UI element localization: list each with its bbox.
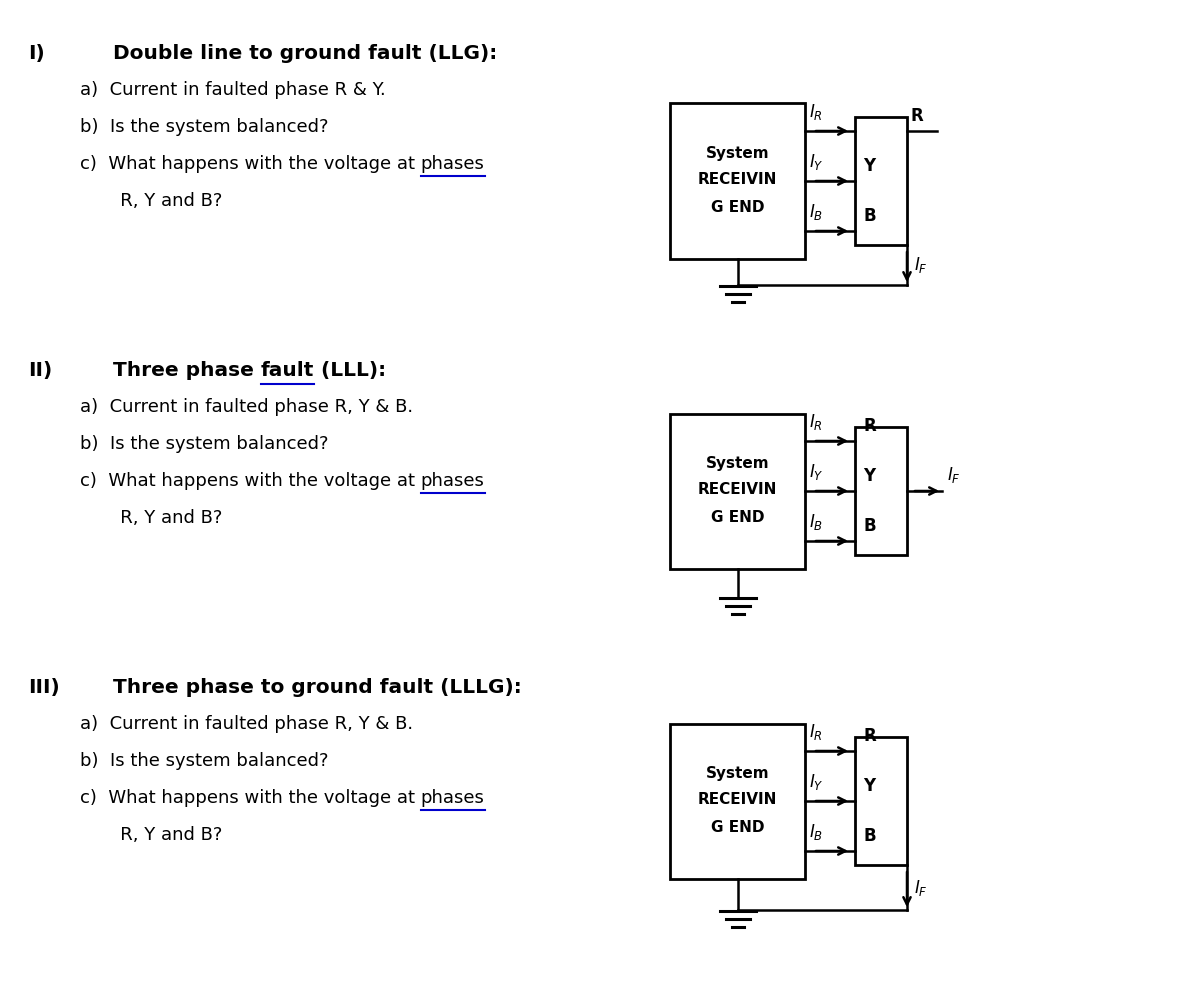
Text: a)  Current in faulted phase R, Y & B.: a) Current in faulted phase R, Y & B. xyxy=(80,715,413,733)
Text: Three phase to ground fault (LLLG):: Three phase to ground fault (LLLG): xyxy=(113,678,522,697)
Text: Three phase: Three phase xyxy=(113,361,260,380)
Text: $I_F$: $I_F$ xyxy=(914,877,928,897)
Text: b)  Is the system balanced?: b) Is the system balanced? xyxy=(80,435,329,453)
Text: III): III) xyxy=(28,678,60,697)
Text: phases: phases xyxy=(421,789,485,807)
Text: G END: G END xyxy=(710,510,764,525)
Text: $I_F$: $I_F$ xyxy=(914,255,928,275)
Text: (LLL):: (LLL): xyxy=(314,361,386,380)
Bar xyxy=(670,413,805,569)
Text: $I_Y$: $I_Y$ xyxy=(809,462,823,482)
Text: a)  Current in faulted phase R, Y & B.: a) Current in faulted phase R, Y & B. xyxy=(80,398,413,416)
Text: fault: fault xyxy=(260,361,314,380)
Text: I): I) xyxy=(28,44,44,63)
Text: RECEIVIN: RECEIVIN xyxy=(698,481,778,496)
Text: c)  What happens with the voltage at: c) What happens with the voltage at xyxy=(80,789,421,807)
Text: R, Y and B?: R, Y and B? xyxy=(80,192,222,210)
Text: $I_F$: $I_F$ xyxy=(947,465,961,485)
Text: R, Y and B?: R, Y and B? xyxy=(80,509,222,527)
Text: c)  What happens with the voltage at: c) What happens with the voltage at xyxy=(80,155,421,173)
Text: a)  Current in faulted phase R & Y.: a) Current in faulted phase R & Y. xyxy=(80,81,385,99)
Text: Y: Y xyxy=(863,467,875,485)
Text: RECEIVIN: RECEIVIN xyxy=(698,171,778,186)
Text: System: System xyxy=(706,766,769,781)
Text: G END: G END xyxy=(710,199,764,214)
Text: phases: phases xyxy=(421,472,485,490)
Text: $I_R$: $I_R$ xyxy=(809,412,823,432)
Bar xyxy=(856,427,907,555)
Text: R: R xyxy=(863,417,876,435)
Text: b)  Is the system balanced?: b) Is the system balanced? xyxy=(80,752,329,770)
Bar xyxy=(856,737,907,865)
Text: Y: Y xyxy=(863,157,875,175)
Text: $I_B$: $I_B$ xyxy=(809,512,823,532)
Text: B: B xyxy=(863,517,876,535)
Text: $I_Y$: $I_Y$ xyxy=(809,152,823,172)
Text: $I_R$: $I_R$ xyxy=(809,722,823,742)
Text: $I_R$: $I_R$ xyxy=(809,102,823,122)
Text: G END: G END xyxy=(710,820,764,835)
Text: phases: phases xyxy=(421,155,485,173)
Text: R: R xyxy=(863,727,876,745)
Text: R: R xyxy=(911,107,924,125)
Text: Y: Y xyxy=(863,777,875,795)
Text: System: System xyxy=(706,145,769,160)
Text: RECEIVIN: RECEIVIN xyxy=(698,792,778,807)
Text: B: B xyxy=(863,207,876,225)
Text: $I_B$: $I_B$ xyxy=(809,202,823,222)
Text: Double line to ground fault (LLG):: Double line to ground fault (LLG): xyxy=(113,44,497,63)
Text: c)  What happens with the voltage at: c) What happens with the voltage at xyxy=(80,472,421,490)
Text: $I_B$: $I_B$ xyxy=(809,822,823,842)
Text: b)  Is the system balanced?: b) Is the system balanced? xyxy=(80,118,329,136)
Bar xyxy=(670,723,805,878)
Text: R, Y and B?: R, Y and B? xyxy=(80,826,222,844)
Text: II): II) xyxy=(28,361,53,380)
Bar xyxy=(856,117,907,245)
Bar xyxy=(670,104,805,259)
Text: $I_Y$: $I_Y$ xyxy=(809,772,823,792)
Text: System: System xyxy=(706,455,769,470)
Text: B: B xyxy=(863,827,876,845)
